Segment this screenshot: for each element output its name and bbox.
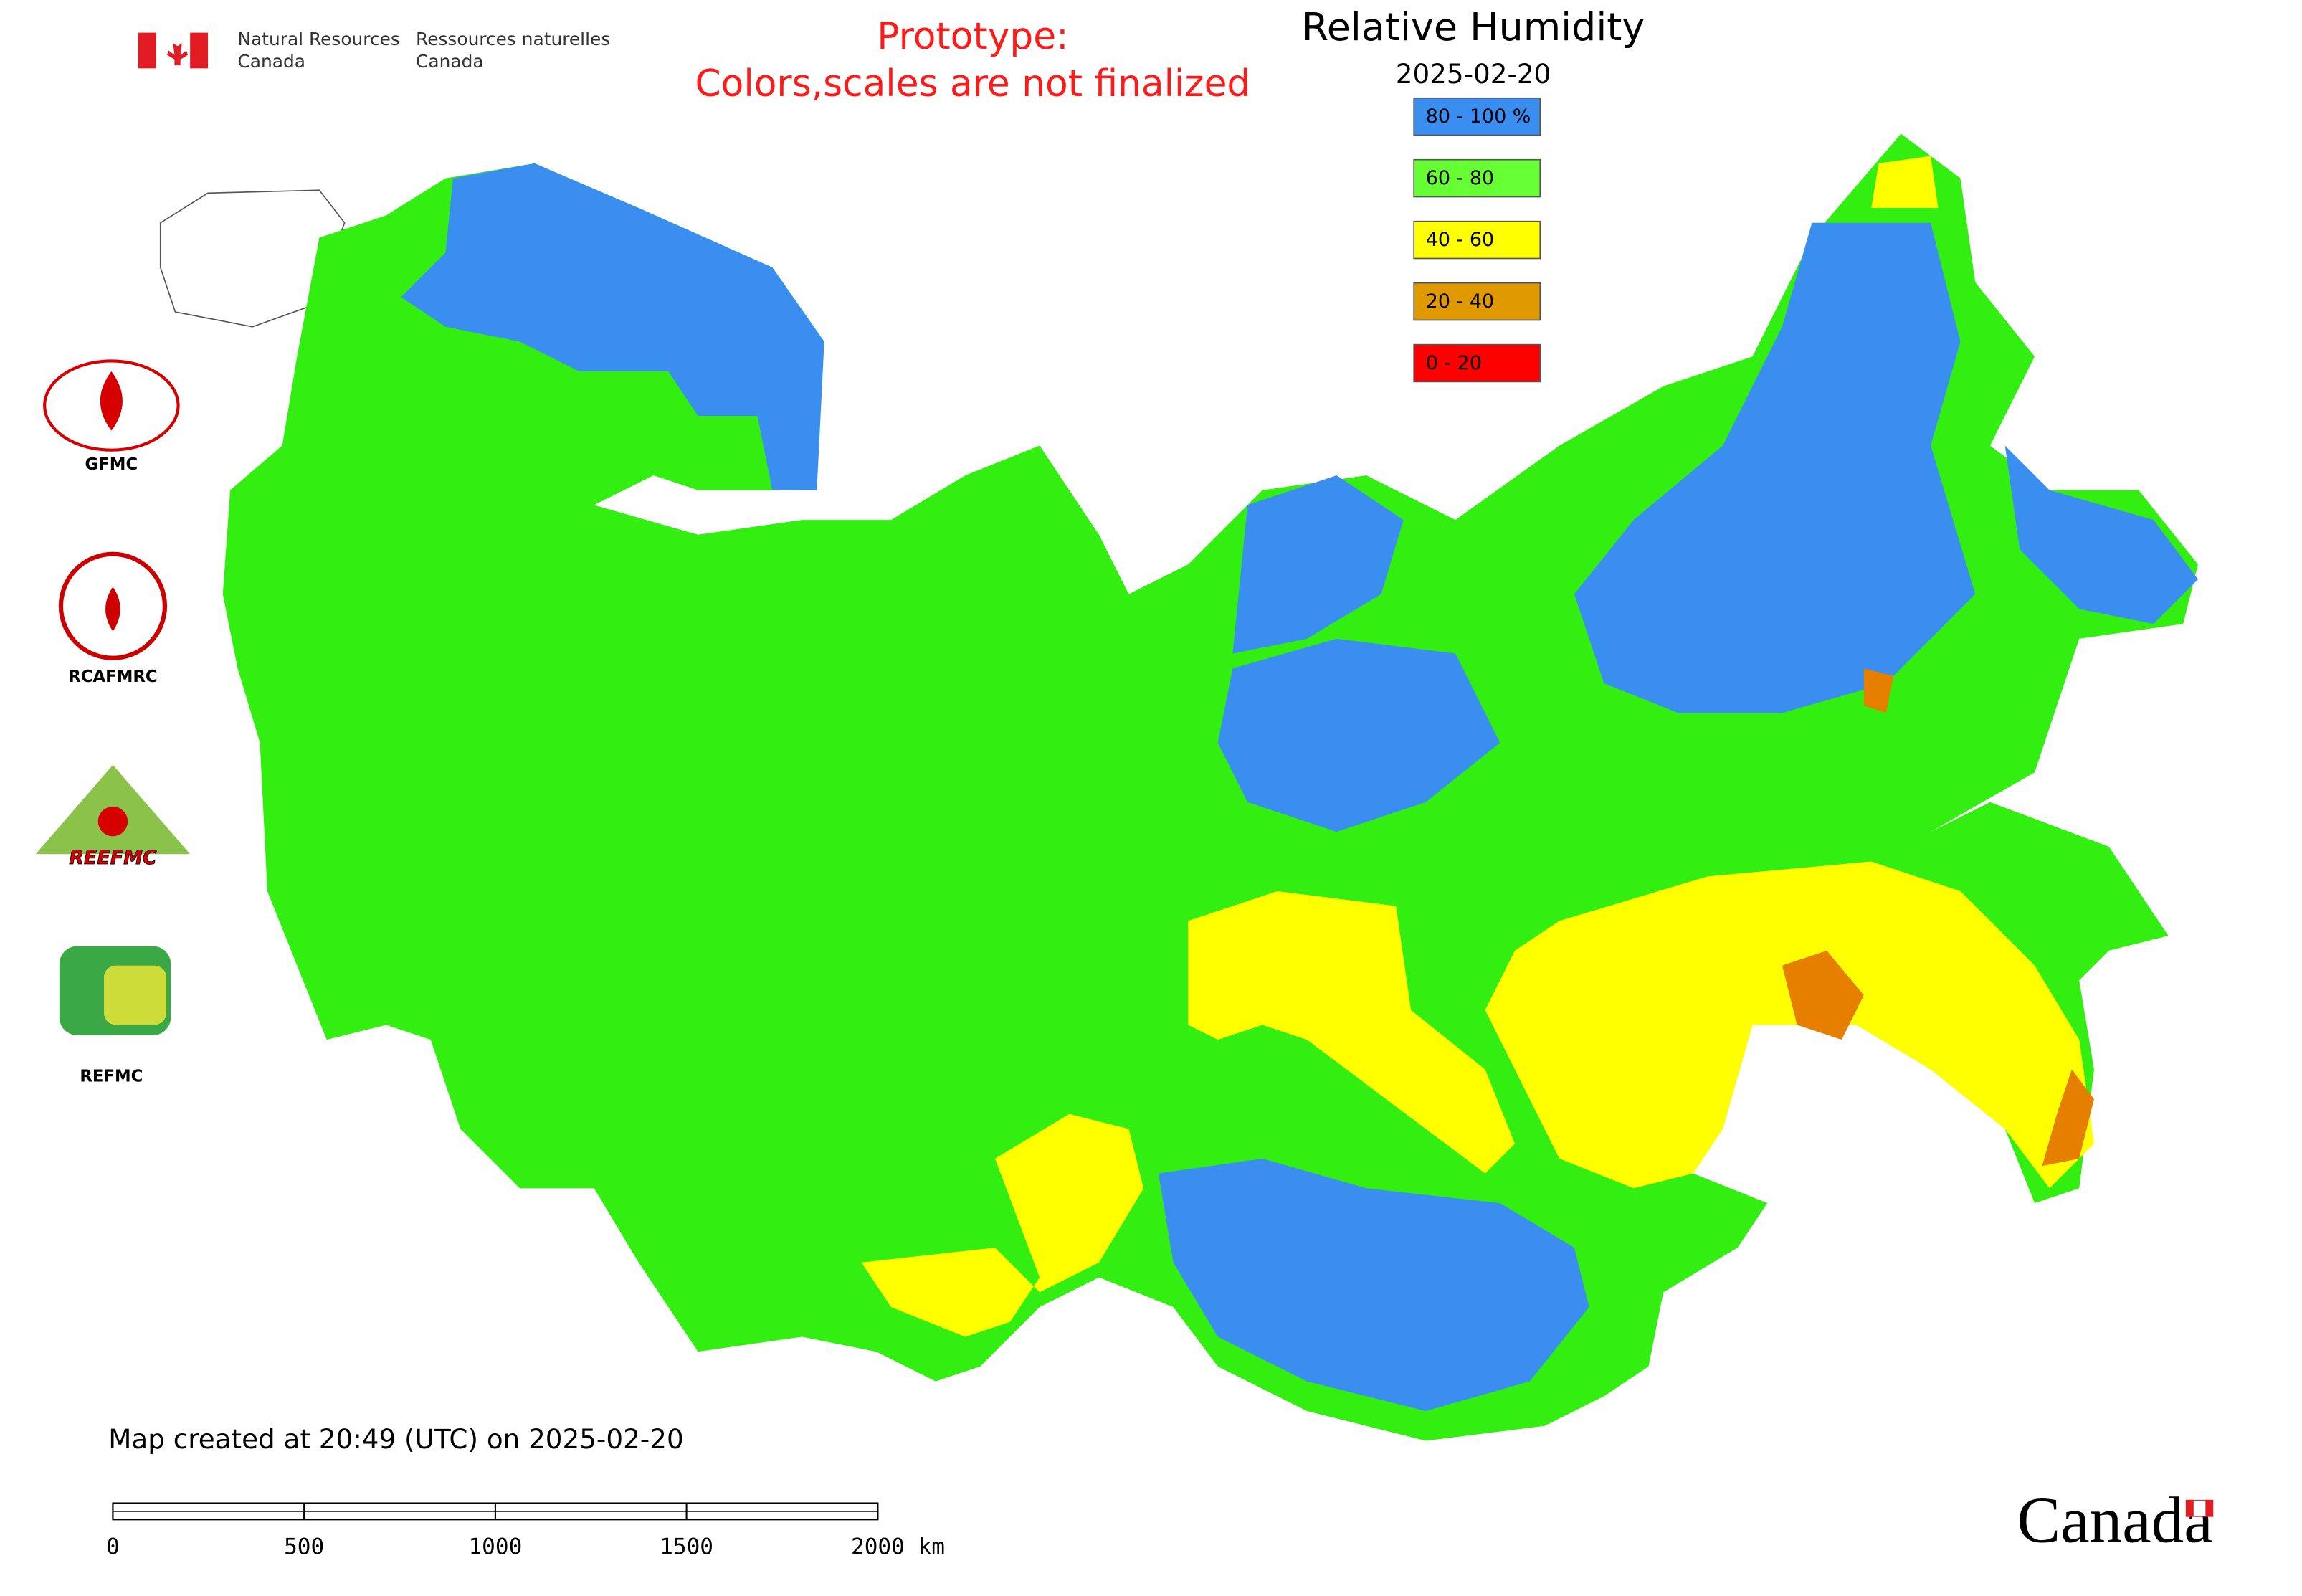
scale-label: 1500 (660, 1534, 713, 1560)
prototype-notice: Colors,scales are not finalized (695, 62, 1251, 105)
scale-segment (303, 1511, 496, 1521)
scale-segment (112, 1511, 305, 1521)
humid-orange (2042, 1069, 2094, 1167)
humid-yellow (861, 1113, 1144, 1337)
humid-blue (1232, 475, 1404, 654)
rcafmrc-logo (58, 551, 168, 660)
department-fr: Ressources naturelles (416, 29, 610, 49)
legend-label: 40 - 60 (1426, 229, 1494, 251)
legend-label: 20 - 40 (1426, 290, 1494, 313)
humid-blue (1158, 1158, 1589, 1412)
wordmark-flag (2185, 1499, 2214, 1517)
scale-segment (495, 1511, 688, 1521)
refmc-logo (59, 946, 171, 1035)
legend-swatch (1413, 220, 1541, 260)
department-en: Canada (237, 51, 305, 72)
legend-swatch (1413, 343, 1541, 383)
legend-label: 60 - 80 (1426, 167, 1494, 189)
humid-blue (1217, 638, 1500, 832)
scale-label: 500 (284, 1534, 324, 1560)
scale-bar: 0 500 1000 1500 2000 km (106, 1502, 945, 1560)
legend: 80 - 100 % 60 - 80 40 - 60 20 - 40 0 - 20 (1413, 97, 1541, 383)
map-created: Map created at 20:49 (UTC) on 2025-02-20 (108, 1423, 683, 1455)
title: Relative Humidity (1302, 4, 1645, 49)
legend-swatch (1413, 282, 1541, 321)
scale-label: 0 (106, 1534, 120, 1560)
humid-yellow (1485, 861, 2094, 1189)
reefmc-logo (35, 764, 191, 855)
department-en: Natural Resources (237, 29, 399, 49)
scale-label: 1000 (468, 1534, 522, 1560)
map (159, 133, 2198, 1441)
flag-logo (138, 32, 209, 69)
canada-wordmark: Canada (2017, 1484, 2212, 1557)
humid-yellow (1871, 156, 1939, 209)
logo-label: REFMC (80, 1067, 143, 1086)
date: 2025-02-20 (1396, 58, 1551, 90)
logo-label: GFMC (85, 455, 138, 474)
scale-label: 2000 km (851, 1534, 945, 1560)
humid-blue (1574, 222, 1976, 713)
department-fr: Canada (416, 51, 484, 72)
prototype-notice: Prototype: (877, 15, 1068, 58)
humid-blue (2004, 445, 2198, 624)
humid-orange (1863, 668, 1894, 713)
humid-yellow (1188, 890, 1516, 1174)
scale-segment (685, 1511, 879, 1521)
logo-label: RCAFMRC (68, 668, 157, 686)
humid-orange (1782, 950, 1864, 1040)
humid-blue (401, 163, 824, 490)
gfmc-logo (43, 359, 180, 452)
logo-label: REEFMC (69, 847, 157, 869)
legend-label: 0 - 20 (1426, 352, 1482, 374)
legend-swatch (1413, 158, 1541, 198)
legend-label: 80 - 100 % (1426, 105, 1531, 128)
legend-swatch (1413, 97, 1541, 136)
